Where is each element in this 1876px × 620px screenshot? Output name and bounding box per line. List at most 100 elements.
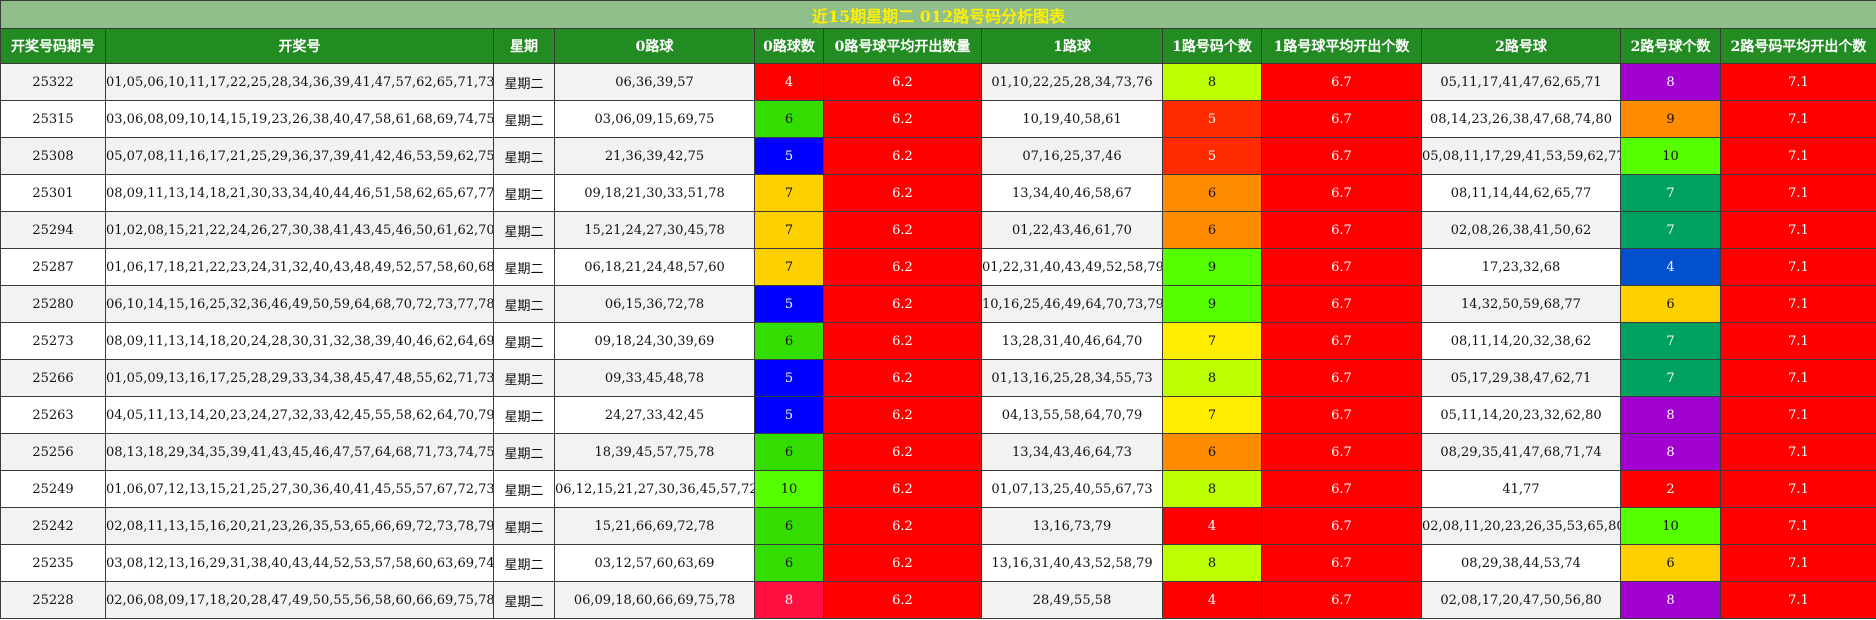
route0-avg-cell: 6.2 <box>823 359 982 397</box>
weekday-cell: 星期二 <box>493 211 555 249</box>
header-route0-avg: 0路号球平均开出数量 <box>823 28 982 64</box>
header-route1-count: 1路号码个数 <box>1162 28 1262 64</box>
numbers-cell: 02,08,11,13,15,16,20,21,23,26,35,53,65,6… <box>105 507 494 545</box>
route0-count-cell: 10 <box>754 470 824 508</box>
route2-cell: 05,11,17,41,47,62,65,71 <box>1421 63 1621 101</box>
numbers-cell: 06,10,14,15,16,25,32,36,46,49,50,59,64,6… <box>105 285 494 323</box>
issue-cell: 25256 <box>0 433 106 471</box>
header-weekday: 星期 <box>493 28 555 64</box>
route2-cell: 02,08,26,38,41,50,62 <box>1421 211 1621 249</box>
route1-count-cell: 4 <box>1162 507 1262 545</box>
route1-count-cell: 7 <box>1162 322 1262 360</box>
route1-cell: 10,16,25,46,49,64,70,73,79 <box>981 285 1163 323</box>
route2-avg-cell: 7.1 <box>1720 544 1876 582</box>
numbers-cell: 02,06,08,09,17,18,20,28,47,49,50,55,56,5… <box>105 581 494 619</box>
route1-count-cell: 9 <box>1162 285 1262 323</box>
route2-avg-cell: 7.1 <box>1720 248 1876 286</box>
table-row: 25287 01,06,17,18,21,22,23,24,31,32,40,43… <box>0 248 1876 286</box>
weekday-cell: 星期二 <box>493 285 555 323</box>
route1-cell: 01,22,31,40,43,49,52,58,79 <box>981 248 1163 286</box>
route0-avg-cell: 6.2 <box>823 174 982 212</box>
route0-cell: 15,21,66,69,72,78 <box>554 507 755 545</box>
route2-count-cell: 7 <box>1620 322 1721 360</box>
issue-cell: 25287 <box>0 248 106 286</box>
route0-avg-cell: 6.2 <box>823 211 982 249</box>
route0-avg-cell: 6.2 <box>823 285 982 323</box>
route0-cell: 06,12,15,21,27,30,36,45,57,72 <box>554 470 755 508</box>
numbers-cell: 08,09,11,13,14,18,21,30,33,34,40,44,46,5… <box>105 174 494 212</box>
route0-avg-cell: 6.2 <box>823 100 982 138</box>
route1-avg-cell: 6.7 <box>1261 359 1422 397</box>
header-route2: 2路号球 <box>1421 28 1621 64</box>
route1-count-cell: 4 <box>1162 581 1262 619</box>
route2-avg-cell: 7.1 <box>1720 581 1876 619</box>
route2-avg-cell: 7.1 <box>1720 137 1876 175</box>
header-route0-count: 0路球数 <box>754 28 824 64</box>
route1-count-cell: 6 <box>1162 211 1262 249</box>
route0-avg-cell: 6.2 <box>823 507 982 545</box>
route1-count-cell: 8 <box>1162 470 1262 508</box>
table-title: 近15期星期二 012路号码分析图表 <box>0 0 1876 29</box>
route2-count-cell: 2 <box>1620 470 1721 508</box>
route2-avg-cell: 7.1 <box>1720 470 1876 508</box>
route0-count-cell: 6 <box>754 100 824 138</box>
table-row: 25249 01,06,07,12,13,15,21,25,27,30,36,40… <box>0 470 1876 508</box>
route2-avg-cell: 7.1 <box>1720 322 1876 360</box>
route1-cell: 01,10,22,25,28,34,73,76 <box>981 63 1163 101</box>
issue-cell: 25228 <box>0 581 106 619</box>
numbers-cell: 03,06,08,09,10,14,15,19,23,26,38,40,47,5… <box>105 100 494 138</box>
route2-avg-cell: 7.1 <box>1720 285 1876 323</box>
issue-cell: 25322 <box>0 63 106 101</box>
route1-cell: 01,13,16,25,28,34,55,73 <box>981 359 1163 397</box>
header-route2-avg: 2路号码平均开出个数 <box>1720 28 1876 64</box>
route1-cell: 07,16,25,37,46 <box>981 137 1163 175</box>
route1-avg-cell: 6.7 <box>1261 137 1422 175</box>
route1-cell: 13,34,43,46,64,73 <box>981 433 1163 471</box>
route2-cell: 05,17,29,38,47,62,71 <box>1421 359 1621 397</box>
table-row: 25315 03,06,08,09,10,14,15,19,23,26,38,40… <box>0 100 1876 138</box>
header-route2-count: 2路号球个数 <box>1620 28 1721 64</box>
route0-avg-cell: 6.2 <box>823 581 982 619</box>
route2-avg-cell: 7.1 <box>1720 174 1876 212</box>
route2-count-cell: 6 <box>1620 285 1721 323</box>
route1-avg-cell: 6.7 <box>1261 396 1422 434</box>
route2-avg-cell: 7.1 <box>1720 396 1876 434</box>
route0-count-cell: 5 <box>754 137 824 175</box>
issue-cell: 25301 <box>0 174 106 212</box>
route2-cell: 14,32,50,59,68,77 <box>1421 285 1621 323</box>
route1-count-cell: 5 <box>1162 100 1262 138</box>
table-row: 25294 01,02,08,15,21,22,24,26,27,30,38,41… <box>0 211 1876 249</box>
weekday-cell: 星期二 <box>493 544 555 582</box>
route2-avg-cell: 7.1 <box>1720 359 1876 397</box>
route2-cell: 08,11,14,20,32,38,62 <box>1421 322 1621 360</box>
weekday-cell: 星期二 <box>493 248 555 286</box>
table-row: 25308 05,07,08,11,16,17,21,25,29,36,37,39… <box>0 137 1876 175</box>
route2-cell: 08,29,38,44,53,74 <box>1421 544 1621 582</box>
route1-avg-cell: 6.7 <box>1261 285 1422 323</box>
issue-cell: 25308 <box>0 137 106 175</box>
route1-cell: 04,13,55,58,64,70,79 <box>981 396 1163 434</box>
route1-avg-cell: 6.7 <box>1261 322 1422 360</box>
route2-count-cell: 8 <box>1620 433 1721 471</box>
route0-count-cell: 8 <box>754 581 824 619</box>
table-row: 25263 04,05,11,13,14,20,23,24,27,32,33,42… <box>0 396 1876 434</box>
route2-count-cell: 10 <box>1620 137 1721 175</box>
table-row: 25301 08,09,11,13,14,18,21,30,33,34,40,44… <box>0 174 1876 212</box>
route1-count-cell: 8 <box>1162 544 1262 582</box>
route2-cell: 02,08,11,20,23,26,35,53,65,80 <box>1421 507 1621 545</box>
route1-avg-cell: 6.7 <box>1261 63 1422 101</box>
route0-count-cell: 4 <box>754 63 824 101</box>
route1-count-cell: 8 <box>1162 359 1262 397</box>
route2-count-cell: 8 <box>1620 63 1721 101</box>
route2-cell: 41,77 <box>1421 470 1621 508</box>
route0-count-cell: 5 <box>754 285 824 323</box>
route2-avg-cell: 7.1 <box>1720 100 1876 138</box>
header-issue: 开奖号码期号 <box>0 28 106 64</box>
route1-cell: 13,16,73,79 <box>981 507 1163 545</box>
route0-avg-cell: 6.2 <box>823 63 982 101</box>
table-row: 25228 02,06,08,09,17,18,20,28,47,49,50,55… <box>0 581 1876 619</box>
weekday-cell: 星期二 <box>493 100 555 138</box>
numbers-cell: 04,05,11,13,14,20,23,24,27,32,33,42,45,5… <box>105 396 494 434</box>
header-route0: 0路球 <box>554 28 755 64</box>
